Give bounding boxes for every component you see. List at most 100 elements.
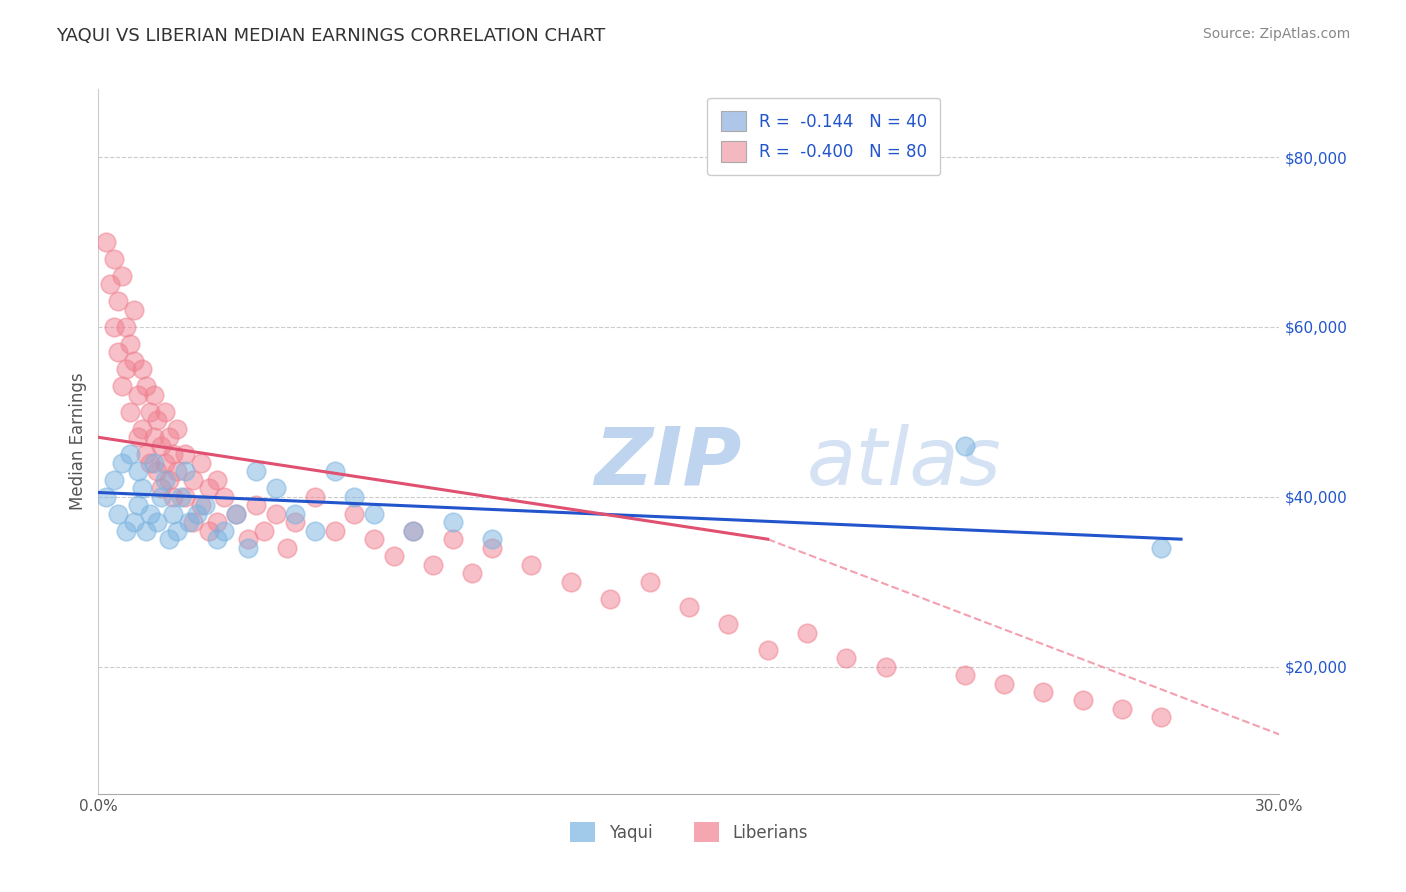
Point — [150, 439, 173, 453]
Text: YAQUI VS LIBERIAN MEDIAN EARNINGS CORRELATION CHART: YAQUI VS LIBERIAN MEDIAN EARNINGS CORREL… — [56, 27, 606, 45]
Point — [304, 524, 326, 538]
Point — [127, 464, 149, 478]
Point — [115, 320, 138, 334]
Point — [138, 456, 160, 470]
Point — [96, 235, 118, 249]
Point — [118, 405, 141, 419]
Point — [284, 507, 307, 521]
Point — [253, 524, 276, 538]
Point — [155, 405, 177, 419]
Point — [142, 388, 165, 402]
Point — [225, 507, 247, 521]
Point — [131, 422, 153, 436]
Point — [174, 447, 197, 461]
Text: Source: ZipAtlas.com: Source: ZipAtlas.com — [1202, 27, 1350, 41]
Point — [422, 558, 444, 572]
Point — [197, 524, 219, 538]
Point — [520, 558, 543, 572]
Point — [96, 490, 118, 504]
Point — [1071, 693, 1094, 707]
Point — [135, 447, 157, 461]
Point — [264, 507, 287, 521]
Point — [115, 524, 138, 538]
Point — [115, 362, 138, 376]
Point — [107, 507, 129, 521]
Point — [111, 268, 134, 283]
Point — [225, 507, 247, 521]
Point — [599, 591, 621, 606]
Point — [118, 337, 141, 351]
Point — [135, 524, 157, 538]
Point — [186, 507, 208, 521]
Point — [197, 481, 219, 495]
Point — [107, 345, 129, 359]
Point — [118, 447, 141, 461]
Point — [560, 574, 582, 589]
Point — [127, 430, 149, 444]
Point — [181, 473, 204, 487]
Point — [170, 490, 193, 504]
Point — [166, 524, 188, 538]
Point — [214, 490, 236, 504]
Point — [142, 456, 165, 470]
Point — [245, 498, 267, 512]
Point — [236, 541, 259, 555]
Point — [875, 659, 897, 673]
Point — [214, 524, 236, 538]
Point — [150, 490, 173, 504]
Point — [481, 541, 503, 555]
Point — [146, 464, 169, 478]
Point — [993, 676, 1015, 690]
Point — [678, 600, 700, 615]
Point — [205, 473, 228, 487]
Point — [276, 541, 298, 555]
Point — [953, 439, 976, 453]
Point — [181, 515, 204, 529]
Point — [717, 617, 740, 632]
Point — [953, 668, 976, 682]
Point — [461, 566, 484, 581]
Point — [363, 532, 385, 546]
Point — [122, 354, 145, 368]
Point — [382, 549, 405, 563]
Point — [481, 532, 503, 546]
Point — [1150, 710, 1173, 724]
Point — [155, 456, 177, 470]
Point — [162, 447, 184, 461]
Point — [98, 277, 121, 292]
Point — [122, 515, 145, 529]
Point — [264, 481, 287, 495]
Point — [107, 294, 129, 309]
Point — [323, 524, 346, 538]
Point — [174, 490, 197, 504]
Legend: Yaqui, Liberians: Yaqui, Liberians — [564, 815, 814, 849]
Point — [323, 464, 346, 478]
Point — [796, 625, 818, 640]
Point — [103, 473, 125, 487]
Point — [402, 524, 425, 538]
Point — [127, 498, 149, 512]
Point — [402, 524, 425, 538]
Point — [174, 464, 197, 478]
Point — [138, 507, 160, 521]
Point — [111, 456, 134, 470]
Point — [284, 515, 307, 529]
Point — [155, 473, 177, 487]
Y-axis label: Median Earnings: Median Earnings — [69, 373, 87, 510]
Point — [162, 490, 184, 504]
Point — [194, 498, 217, 512]
Point — [138, 405, 160, 419]
Point — [103, 320, 125, 334]
Point — [146, 515, 169, 529]
Point — [441, 515, 464, 529]
Point — [127, 388, 149, 402]
Point — [142, 430, 165, 444]
Point — [190, 456, 212, 470]
Point — [150, 481, 173, 495]
Point — [304, 490, 326, 504]
Point — [363, 507, 385, 521]
Point — [205, 515, 228, 529]
Point — [157, 430, 180, 444]
Point — [157, 473, 180, 487]
Point — [236, 532, 259, 546]
